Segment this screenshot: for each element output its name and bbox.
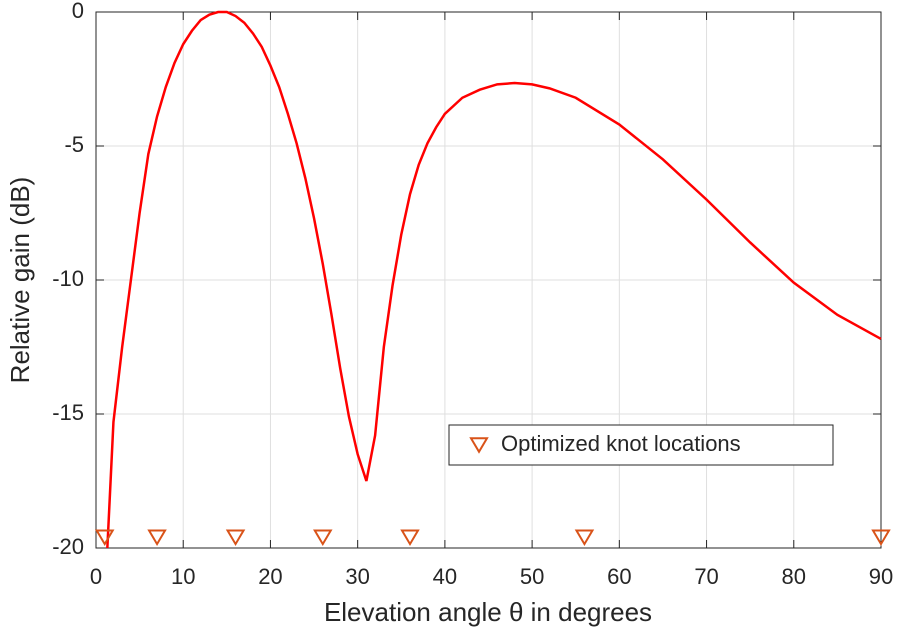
x-tick-label: 30: [345, 564, 369, 589]
knot-marker: [871, 529, 891, 547]
legend-label: Optimized knot locations: [501, 431, 741, 456]
x-tick-label: 80: [782, 564, 806, 589]
knot-marker: [400, 529, 420, 547]
x-tick-label: 60: [607, 564, 631, 589]
y-tick-label: -5: [64, 132, 84, 157]
legend-marker: [469, 437, 489, 454]
knot-marker: [313, 529, 333, 547]
x-tick-label: 90: [869, 564, 893, 589]
x-tick-label: 40: [433, 564, 457, 589]
x-tick-label: 0: [90, 564, 102, 589]
x-tick-label: 10: [171, 564, 195, 589]
plot-frame: [95, 11, 882, 549]
data-line: [106, 10, 882, 549]
knot-marker: [147, 529, 167, 547]
knot-marker: [225, 529, 246, 547]
y-tick-label: -10: [52, 266, 84, 291]
y-axis-label: Relative gain (dB): [5, 177, 35, 384]
x-tick-label: 20: [258, 564, 282, 589]
x-tick-label: 50: [520, 564, 544, 589]
y-tick-label: -20: [52, 534, 84, 559]
x-axis-label: Elevation angle θ in degrees: [324, 597, 652, 627]
y-tick-label: 0: [72, 0, 84, 23]
legend-box: [448, 424, 834, 466]
knot-marker: [94, 529, 115, 547]
knot-marker: [574, 529, 595, 547]
x-tick-label: 70: [694, 564, 718, 589]
y-tick-label: -15: [52, 400, 84, 425]
